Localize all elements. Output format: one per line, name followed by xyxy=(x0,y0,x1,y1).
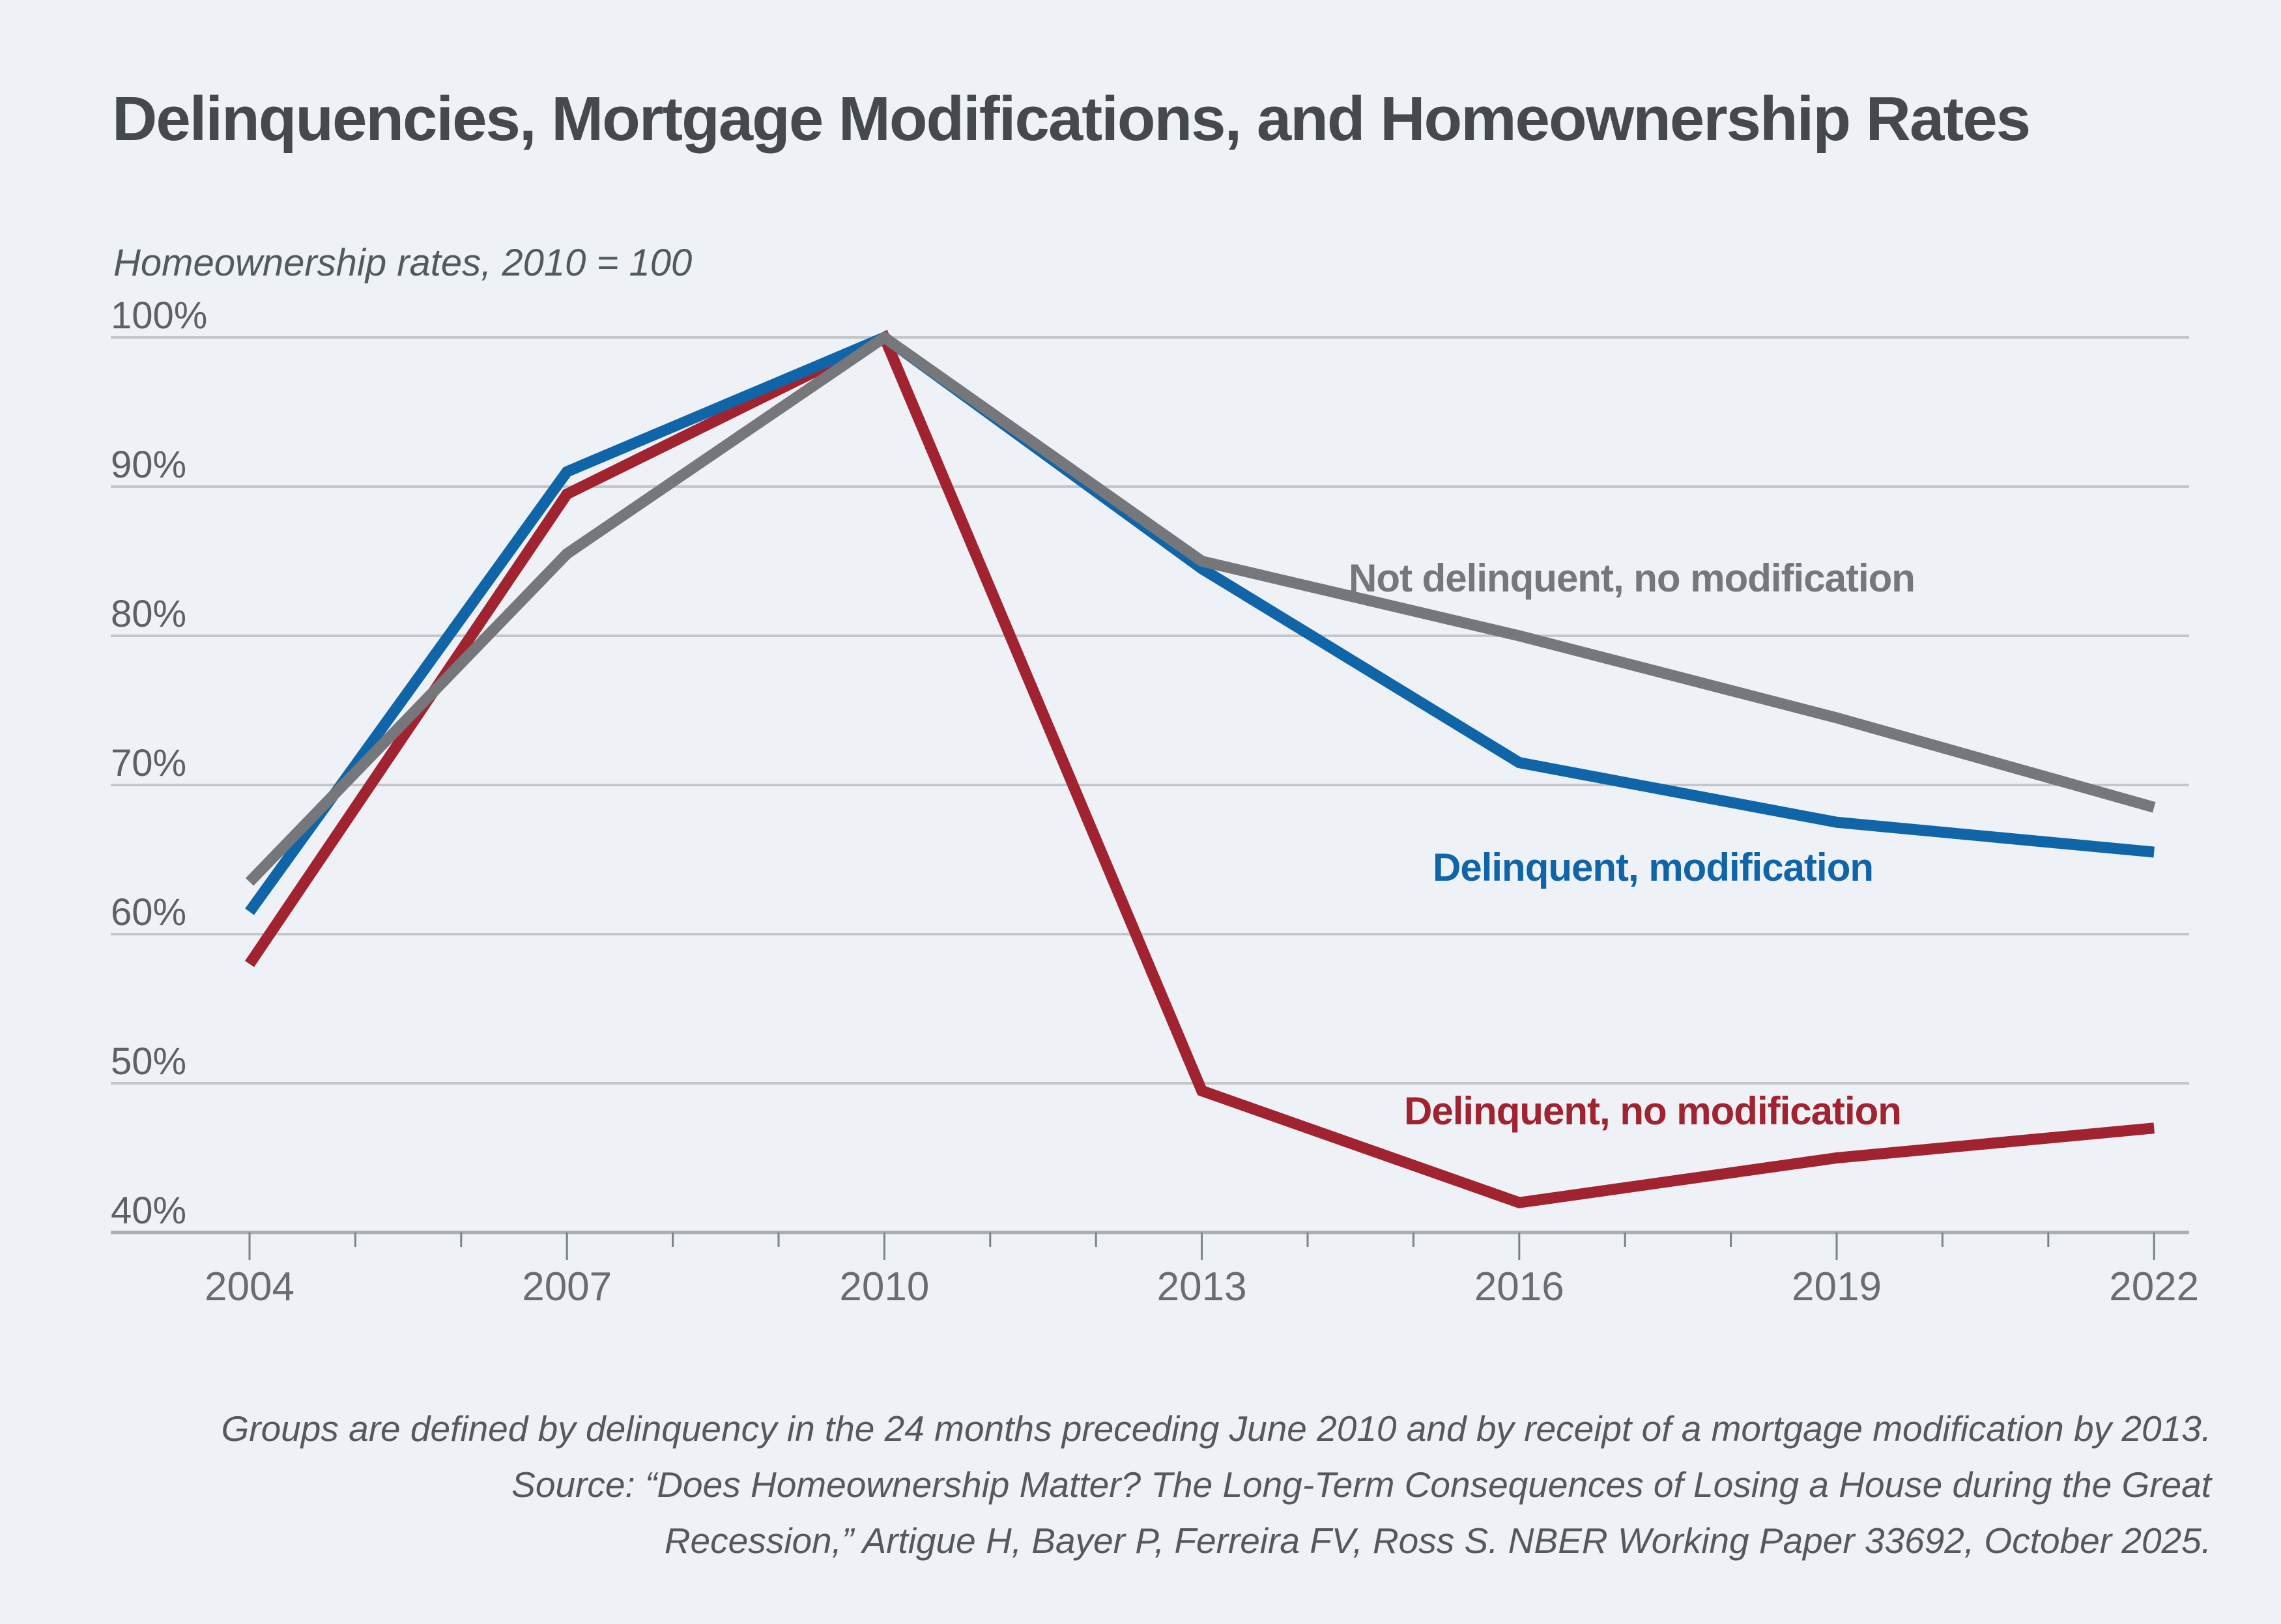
source-note-line-3: Recession,” Artigue H, Bayer P, Ferreira… xyxy=(664,1520,2211,1561)
y-axis-label-90: 90% xyxy=(111,444,186,486)
source-note-line-2: Source: “Does Homeownership Matter? The … xyxy=(511,1464,2211,1505)
x-axis-label-2019: 2019 xyxy=(1792,1264,1882,1309)
series-label-not-delinquent-no-modification: Not delinquent, no modification xyxy=(1349,556,1915,600)
x-axis-label-2022: 2022 xyxy=(2109,1264,2199,1309)
y-axis-label-80: 80% xyxy=(111,593,186,635)
y-axis-label-50: 50% xyxy=(111,1040,186,1083)
x-axis-label-2007: 2007 xyxy=(522,1264,612,1309)
series-line-delinquent-modification xyxy=(245,331,2155,915)
x-axis-label-2004: 2004 xyxy=(205,1264,294,1309)
x-axis-label-2013: 2013 xyxy=(1157,1264,1247,1309)
series-line-delinquent-no-modification xyxy=(244,330,2155,1208)
x-axis-label-2010: 2010 xyxy=(839,1264,929,1309)
y-axis-label-60: 60% xyxy=(111,891,186,933)
series-label-delinquent-modification: Delinquent, modification xyxy=(1433,846,1874,889)
series-label-delinquent-no-modification: Delinquent, no modification xyxy=(1404,1089,1902,1133)
series-line-not-delinquent-no-modification xyxy=(245,330,2156,886)
chart-title: Delinquencies, Mortgage Modifications, a… xyxy=(112,84,2031,154)
y-axis-label-40: 40% xyxy=(111,1190,186,1232)
y-axis-label-100: 100% xyxy=(111,294,207,337)
x-axis-label-2016: 2016 xyxy=(1474,1264,1564,1309)
y-axis-label-70: 70% xyxy=(111,742,186,784)
source-note-line-1: Groups are defined by delinquency in the… xyxy=(221,1408,2212,1449)
chart-subtitle: Homeownership rates, 2010 = 100 xyxy=(113,242,693,284)
source-note: Groups are defined by delinquency in the… xyxy=(61,1401,2212,1569)
